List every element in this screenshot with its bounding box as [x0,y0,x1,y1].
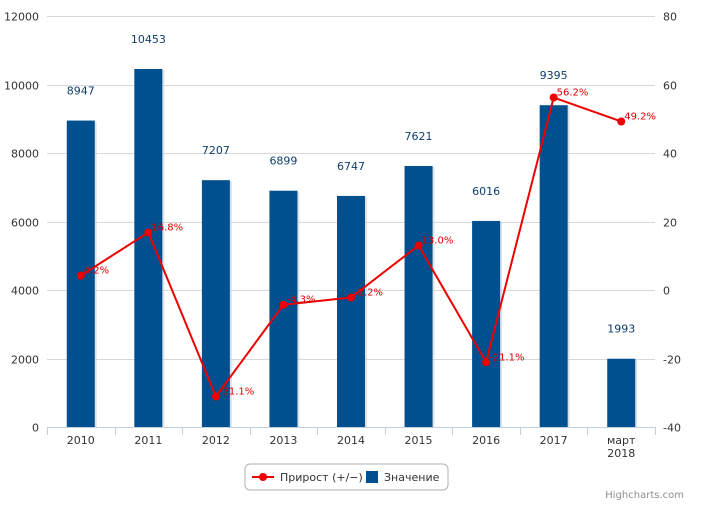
y-right-tick-label: 20 [663,217,677,230]
y-left-tick-label: 10000 [4,80,39,93]
bar-value-label: 8947 [67,85,95,98]
growth-value-label: -4.3% [286,295,315,306]
growth-point[interactable] [414,241,423,250]
bar-series [66,68,638,428]
y-left-tick-label: 0 [32,422,39,435]
bar[interactable] [134,68,163,428]
y-left-tick-label: 8000 [11,148,39,161]
x-tick-label: март 2018 [607,434,636,460]
growth-value-label: 13.0% [422,235,454,246]
bar-value-label: 7207 [202,144,230,157]
legend-item-value[interactable]: Значение [366,471,440,484]
bar-value-label: 6899 [269,155,297,168]
legend: Прирост (+/−) Значение [244,463,449,491]
y-left-tick-label: 4000 [11,285,39,298]
y-right-tick-label: -20 [663,354,681,367]
growth-value-label: -21.1% [489,352,524,363]
x-tick-label: 2014 [337,434,365,447]
growth-point[interactable] [482,358,491,367]
bar-value-label: 10453 [131,33,166,46]
legend-marker-symbol [259,473,267,481]
bar[interactable] [337,195,365,427]
bar-value-label: 9395 [540,69,568,82]
y-right-tick-label: -40 [663,422,681,435]
bar[interactable] [607,358,636,427]
y-right-tick-label: 0 [663,285,670,298]
growth-value-label: 16.8% [151,222,183,233]
growth-value-label: -31.1% [219,387,254,398]
credits-link[interactable]: Highcharts.com [605,490,684,501]
growth-point[interactable] [279,300,288,309]
growth-point[interactable] [211,392,220,401]
bar-value-label: 6747 [337,160,365,173]
x-tick-label: 2016 [472,434,500,447]
x-tick-label: 2010 [67,434,95,447]
growth-point[interactable] [144,228,153,237]
bar[interactable] [404,165,433,427]
axes: 0 2000 4000 6000 8000 10000 12000 -40 -20 0 20 40 60… [4,11,681,461]
growth-value-label: -2.2% [354,288,383,299]
legend-label-growth: Прирост (+/−) [280,471,363,484]
y-left-tick-label: 2000 [11,354,39,367]
x-tick-label: 2017 [540,434,568,447]
x-tick-label: 2013 [269,434,297,447]
line-series [76,93,626,401]
bar-value-label: 6016 [472,185,500,198]
growth-value-label: 49.2% [624,111,656,122]
y-right-tick-label: 40 [663,148,677,161]
growth-point[interactable] [347,293,355,302]
growth-point[interactable] [617,117,626,126]
x-tick-label: 2015 [405,434,433,447]
legend-bar-symbol [366,471,378,483]
bar[interactable] [201,180,230,427]
y-left-tick-label: 6000 [11,217,39,230]
bar[interactable] [539,105,568,427]
data-labels: 8947 10453 7207 6899 6747 7621 6016 9395 1993 4.2… [67,33,656,398]
y-left-tick-label: 12000 [4,11,39,24]
y-right-tick-label: 60 [663,80,677,93]
growth-point[interactable] [549,93,558,102]
growth-value-label: 4.2% [84,266,109,277]
y-right-tick-label: 80 [663,11,677,24]
legend-item-growth[interactable]: Прирост (+/−) [252,471,363,484]
bar-value-label: 7621 [405,130,433,143]
legend-label-value: Значение [384,471,440,484]
x-tick-label: 2011 [134,434,162,447]
growth-value-label: 56.2% [557,88,589,99]
legend-box [244,463,449,491]
growth-point[interactable] [76,271,85,280]
bar[interactable] [269,190,298,427]
bar-value-label: 1993 [607,323,635,336]
x-tick-label: 2012 [202,434,230,447]
